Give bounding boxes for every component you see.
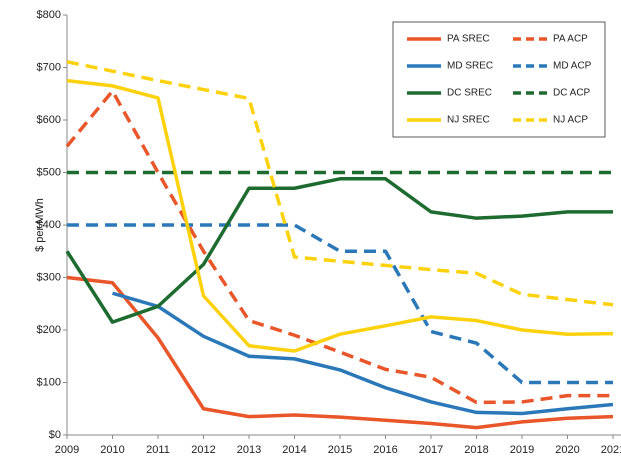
x-tick-label: 2015 xyxy=(328,444,352,456)
x-tick-label: 2009 xyxy=(55,444,79,456)
series-line xyxy=(65,89,613,405)
y-tick-label: $400 xyxy=(37,219,61,231)
legend-label: NJ SREC xyxy=(447,115,490,126)
series-line xyxy=(66,78,614,353)
y-tick-label: $0 xyxy=(49,429,61,441)
legend-label: DC SREC xyxy=(447,88,492,99)
x-tick-label: 2018 xyxy=(464,444,488,456)
legend-label: NJ ACP xyxy=(553,115,588,126)
x-tick-label: 2019 xyxy=(510,444,534,456)
x-tick-label: 2013 xyxy=(237,444,261,456)
y-tick-label: $500 xyxy=(37,166,61,178)
x-tick-label: 2014 xyxy=(282,444,306,456)
y-axis-label: $ per MWh xyxy=(34,198,46,252)
y-tick-label: $200 xyxy=(37,324,61,336)
y-tick-label: $700 xyxy=(37,61,61,73)
legend-box xyxy=(392,21,606,138)
series-line xyxy=(67,223,613,385)
series-line xyxy=(112,291,614,416)
y-tick-label: $800 xyxy=(37,9,61,21)
y-tick-label: $600 xyxy=(37,114,61,126)
series-line xyxy=(65,177,613,324)
x-tick-label: 2017 xyxy=(419,444,443,456)
legend-label: PA ACP xyxy=(553,34,588,45)
y-tick-label: $100 xyxy=(37,376,61,388)
legend-label: MD ACP xyxy=(553,61,592,72)
x-tick-label: 2010 xyxy=(100,444,124,456)
legend-label: PA SREC xyxy=(447,34,490,45)
x-tick-label: 2011 xyxy=(146,444,170,456)
x-tick-label: 2020 xyxy=(555,444,579,456)
x-tick-label: 2012 xyxy=(191,444,215,456)
x-tick-label: 2016 xyxy=(373,444,397,456)
legend-label: MD SREC xyxy=(447,61,493,72)
y-tick-label: $300 xyxy=(37,271,61,283)
legend-label: DC ACP xyxy=(553,88,591,99)
x-tick-label: 2021 xyxy=(601,444,621,456)
series-line xyxy=(66,275,614,430)
